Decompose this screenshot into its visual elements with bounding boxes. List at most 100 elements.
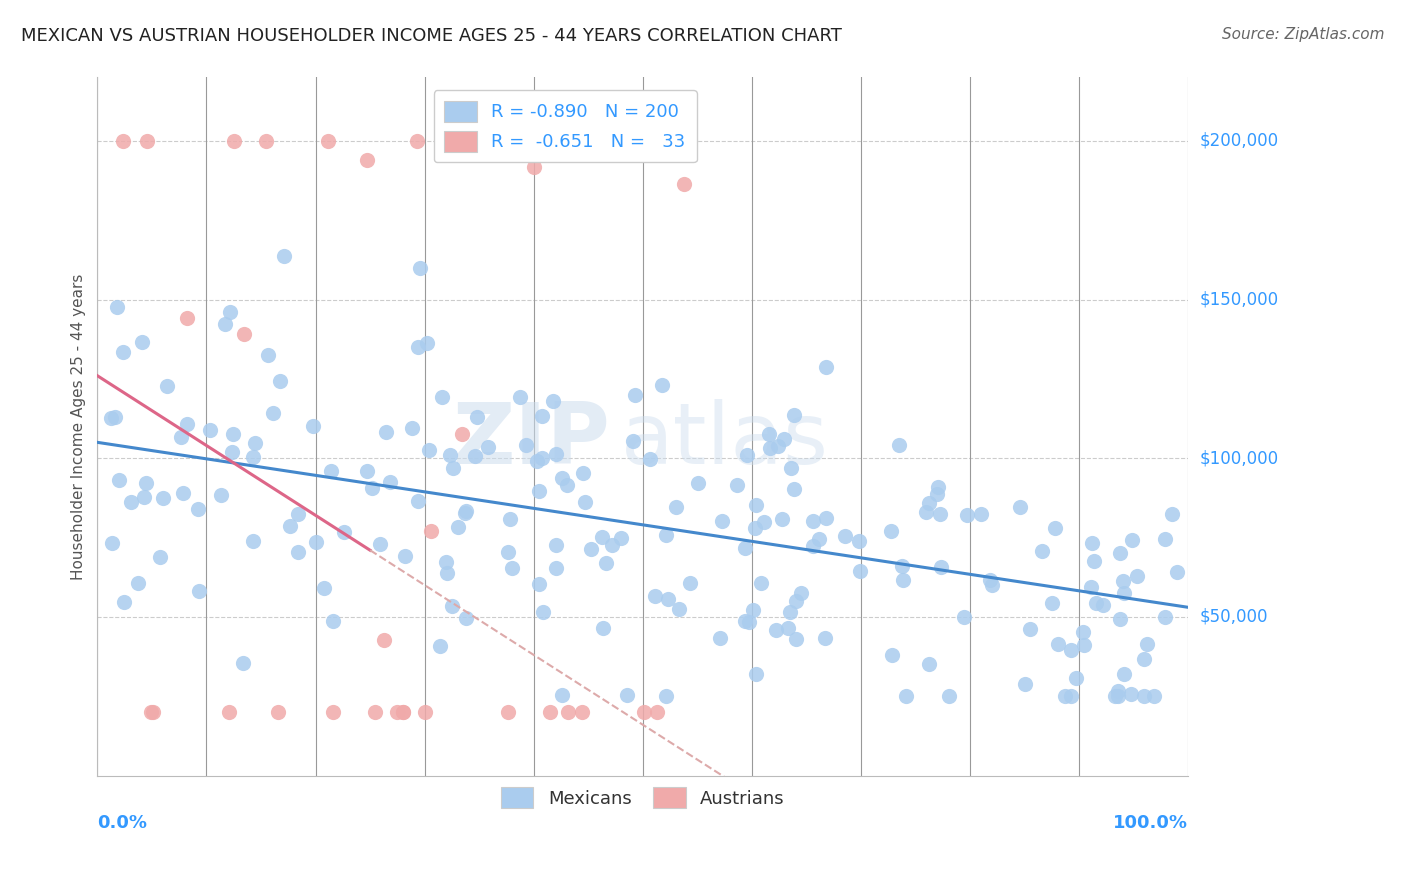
Point bbox=[156, 379, 179, 393]
Point bbox=[100, 536, 122, 550]
Point bbox=[927, 480, 949, 494]
Point bbox=[1031, 543, 1053, 558]
Point bbox=[979, 573, 1001, 587]
Point bbox=[638, 452, 661, 467]
Point bbox=[152, 491, 174, 505]
Point bbox=[1154, 533, 1177, 547]
Point bbox=[938, 689, 960, 703]
Point bbox=[1060, 643, 1083, 657]
Point bbox=[1083, 554, 1105, 568]
Point bbox=[368, 536, 391, 550]
Point bbox=[214, 318, 236, 332]
Point bbox=[131, 334, 153, 349]
Point bbox=[408, 340, 430, 354]
Point bbox=[725, 478, 748, 492]
Point bbox=[1073, 638, 1095, 652]
Point bbox=[981, 577, 1004, 591]
Point bbox=[574, 495, 596, 509]
Point bbox=[361, 481, 384, 495]
Point bbox=[891, 573, 914, 587]
Point bbox=[1085, 596, 1108, 610]
Point bbox=[1071, 624, 1094, 639]
Point bbox=[1108, 545, 1130, 559]
Point bbox=[406, 494, 429, 508]
Point bbox=[243, 436, 266, 450]
Point bbox=[742, 603, 765, 617]
Point bbox=[779, 605, 801, 619]
Point bbox=[218, 705, 240, 719]
Point bbox=[120, 495, 142, 509]
Point bbox=[278, 519, 301, 533]
Point bbox=[523, 160, 546, 174]
Point bbox=[538, 705, 561, 719]
Point bbox=[418, 442, 440, 457]
Point bbox=[688, 475, 710, 490]
Y-axis label: Householder Income Ages 25 - 44 years: Householder Income Ages 25 - 44 years bbox=[72, 273, 86, 580]
Text: $200,000: $200,000 bbox=[1199, 132, 1278, 150]
Point bbox=[254, 134, 277, 148]
Point bbox=[790, 586, 813, 600]
Point bbox=[1109, 612, 1132, 626]
Point bbox=[439, 449, 461, 463]
Point bbox=[305, 535, 328, 549]
Point bbox=[896, 689, 918, 703]
Point bbox=[302, 419, 325, 434]
Point bbox=[441, 460, 464, 475]
Point bbox=[579, 542, 602, 557]
Point bbox=[378, 475, 401, 490]
Text: 100.0%: 100.0% bbox=[1114, 814, 1188, 832]
Point bbox=[409, 260, 432, 275]
Point bbox=[785, 632, 807, 646]
Point bbox=[454, 506, 477, 520]
Point bbox=[1107, 684, 1129, 698]
Point bbox=[242, 533, 264, 548]
Point bbox=[242, 450, 264, 465]
Point bbox=[465, 410, 488, 425]
Point bbox=[1133, 652, 1156, 666]
Point bbox=[1064, 671, 1087, 685]
Point bbox=[1126, 568, 1149, 582]
Point bbox=[491, 134, 513, 148]
Point bbox=[394, 549, 416, 563]
Point bbox=[1112, 574, 1135, 588]
Point bbox=[679, 575, 702, 590]
Point bbox=[1053, 689, 1076, 703]
Point bbox=[187, 584, 209, 599]
Text: Source: ZipAtlas.com: Source: ZipAtlas.com bbox=[1222, 27, 1385, 42]
Point bbox=[1107, 689, 1129, 703]
Point bbox=[451, 427, 474, 442]
Point bbox=[801, 514, 824, 528]
Point bbox=[953, 609, 976, 624]
Point bbox=[1143, 689, 1166, 703]
Point bbox=[815, 511, 838, 525]
Point bbox=[1114, 586, 1136, 600]
Point bbox=[416, 335, 439, 350]
Point bbox=[456, 504, 478, 518]
Point bbox=[262, 406, 284, 420]
Point bbox=[778, 621, 800, 635]
Point bbox=[834, 529, 856, 543]
Text: $50,000: $50,000 bbox=[1199, 607, 1268, 626]
Point bbox=[758, 426, 780, 441]
Point bbox=[142, 705, 165, 719]
Point bbox=[744, 521, 766, 535]
Point bbox=[595, 556, 617, 570]
Point bbox=[132, 490, 155, 504]
Point bbox=[321, 464, 343, 478]
Point bbox=[176, 417, 198, 431]
Point bbox=[621, 434, 644, 448]
Point bbox=[651, 378, 673, 392]
Point bbox=[1133, 689, 1156, 703]
Point bbox=[783, 408, 806, 422]
Point bbox=[918, 496, 941, 510]
Text: $150,000: $150,000 bbox=[1199, 291, 1278, 309]
Point bbox=[269, 374, 291, 388]
Point bbox=[734, 541, 756, 555]
Point bbox=[1121, 533, 1143, 548]
Point bbox=[616, 688, 638, 702]
Point bbox=[373, 632, 395, 647]
Point bbox=[531, 409, 554, 423]
Point bbox=[766, 440, 789, 454]
Point bbox=[801, 539, 824, 553]
Point bbox=[557, 705, 579, 719]
